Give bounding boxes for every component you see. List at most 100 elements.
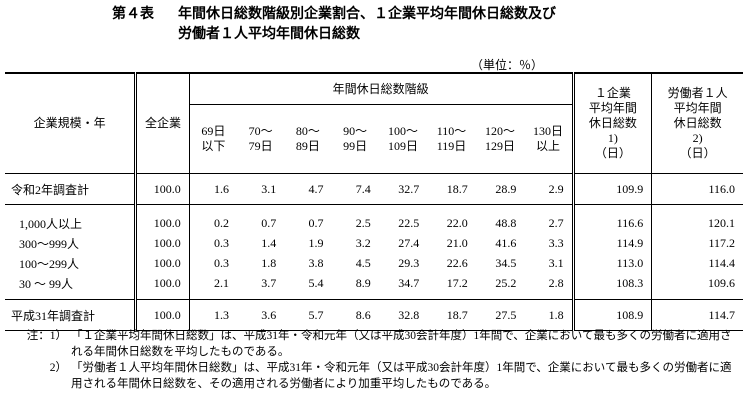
cell: 4.7 [308,181,324,196]
header-line: 99日 [343,139,368,153]
cell: 5.7 [308,307,324,322]
header-cell: 100～ 109日 [379,105,428,174]
header-line: 110～ [436,124,467,138]
header-line: 平均年間 [588,101,637,115]
cell: 116.6 [571,204,653,233]
cell: 2.7 [548,215,564,230]
cell: 5.4 [308,275,324,290]
table-number: 第４表 [112,6,154,22]
header-line: 69日 [201,124,226,138]
table-row: 300～999人 100.0 0.3 1.4 1.9 3.2 27.4 21.0 41.6 3.3… [5,233,743,253]
header-line: 2) [692,131,703,145]
cell: 18.7 [446,307,468,322]
cell: 22.5 [398,215,420,230]
header-line: 130日 [532,124,563,138]
cell: 1.6 [213,181,229,196]
cell: 2.8 [548,275,564,290]
header-line: （日） [679,146,716,160]
cell: 3.6 [261,307,277,322]
cell: 1.8 [261,255,277,270]
cell: 17.2 [446,275,468,290]
cell: 3.1 [261,181,277,196]
cell: 2.5 [355,215,371,230]
title-line: 年間休日総数階級別企業割合、１企業平均年間休日総数及び [178,6,556,22]
note-text: 「１企業平均年間休日総数」は、平成31年・令和元年（又は平成30会計年度）1年間… [71,330,732,358]
cell: 108.3 [571,273,653,300]
header-cell: 70～ 79日 [237,105,284,174]
cell: 0.3 [213,255,229,270]
header-line: 89日 [295,139,320,153]
cell: 22.6 [446,255,468,270]
row-label: 30 ～ 99人 [5,273,138,300]
header-cell: 120～ 129日 [476,105,525,174]
cell: 8.6 [355,307,371,322]
header-line: １企業 [594,86,631,100]
cell: 109.9 [571,173,653,205]
header-line: 1) [607,131,618,145]
note-label: 注：1） [26,330,67,342]
header-cell: 企業規模・年 [5,72,138,174]
header-cell: 130日 以上 [524,105,573,174]
table-row: 1,000人以上 100.0 0.2 0.7 0.7 2.5 22.5 22.0 48.8 2.7… [5,204,743,233]
cell: 3.1 [548,255,564,270]
cell: 2.9 [548,181,564,196]
cell: 1.8 [548,307,564,322]
header-line: 80～ [295,124,320,138]
row-label: 1,000人以上 [5,204,138,233]
cell: 100.0 [135,204,190,233]
cell: 3.7 [261,275,277,290]
cell: 25.2 [495,275,517,290]
header-cell: 69日 以下 [189,105,237,174]
cell: 2.1 [213,275,229,290]
table-row: 30 ～ 99人 100.0 2.1 3.7 5.4 8.9 34.7 17.2 25.2 2.8… [5,273,743,300]
header-line: 以上 [535,139,560,153]
cell: 18.7 [446,181,468,196]
header-line: 100～ [387,124,418,138]
header-cell: １企業 平均年間 休日総数 1) （日） [571,72,653,174]
header-cell: 年間休日総数階級 [189,72,574,105]
cell: 4.5 [355,255,371,270]
table-row: 令和2年調査計 100.0 1.6 3.1 4.7 7.4 32.7 18.7 28.9 2.9 1… [5,173,743,205]
header-cell: 労働者１人 平均年間 休日総数 2) （日） [651,72,743,174]
cell: 108.9 [571,299,653,331]
table-row: 100～299人 100.0 0.3 1.8 3.8 4.5 29.3 22.6 34.5 3.1… [5,253,743,273]
header-line: 70～ [248,124,273,138]
cell: 41.6 [495,235,517,250]
cell: 0.7 [308,215,324,230]
table: 企業規模・年 全企業 年間休日総数階級 １企業 平均年間 休日総数 1) （日） 労働者１人 平均… [5,72,743,331]
row-label: 100～299人 [5,253,138,273]
cell: 1.9 [308,235,324,250]
cell: 0.7 [261,215,277,230]
header-line: 平均年間 [673,101,722,115]
row-label: 平成31年調査計 [5,299,138,331]
title-line: 労働者１人平均年間休日総数 [178,26,360,42]
cell: 34.5 [495,255,517,270]
cell: 116.0 [708,181,735,196]
cell: 100.0 [135,253,190,273]
cell: 7.4 [355,181,371,196]
cell: 0.3 [213,235,229,250]
cell: 48.8 [495,215,517,230]
cell: 0.2 [213,215,229,230]
cell: 28.9 [495,181,517,196]
header-line: 109日 [387,139,418,153]
header-line: 79日 [248,139,273,153]
header-cell: 110～ 119日 [427,105,476,174]
cell: 1.3 [213,307,229,322]
note-label: 2） [49,362,67,374]
cell: 3.8 [308,255,324,270]
cell: 34.7 [398,275,420,290]
table-section: 令和2年調査計 100.0 1.6 3.1 4.7 7.4 32.7 18.7 28.9 2.9 1… [5,173,743,205]
cell: 3.3 [548,235,564,250]
table-row: 平成31年調査計 100.0 1.3 3.6 5.7 8.6 32.8 18.7 27.5 1.8… [5,299,743,331]
header-line: 休日総数 [588,116,637,130]
header-cell: 90～ 99日 [331,105,378,174]
header-line: 90～ [343,124,368,138]
header-line: 労働者１人 [667,86,728,100]
notes: 注：1） 「１企業平均年間休日総数」は、平成31年・令和元年（又は平成30会計年度… [5,328,738,392]
cell: 21.0 [446,235,468,250]
header-line: 120～ [485,124,516,138]
table-header: 企業規模・年 全企業 年間休日総数階級 １企業 平均年間 休日総数 1) （日） 労働者１人 平均… [5,72,743,174]
header-line: 以下 [201,139,226,153]
